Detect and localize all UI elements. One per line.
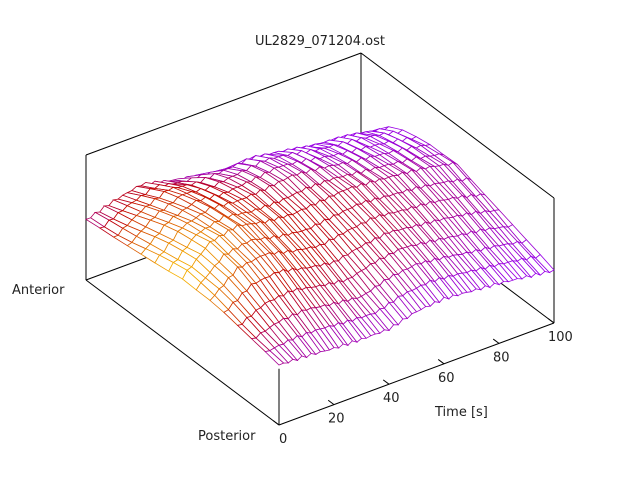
time-tick-label: 80 xyxy=(493,350,510,365)
time-tick-label: 40 xyxy=(383,391,400,406)
box-front-edges xyxy=(85,279,555,426)
time-tick xyxy=(327,399,335,405)
box-edge xyxy=(85,52,362,156)
time-tick xyxy=(492,338,500,344)
surface-cell xyxy=(264,350,285,366)
time-tick-label: 60 xyxy=(438,371,455,386)
box-edge xyxy=(85,279,280,426)
time-tick xyxy=(272,420,280,426)
surface-mesh xyxy=(85,126,555,366)
time-tick-label: 20 xyxy=(328,412,345,427)
chart-title: UL2829_071204.ost xyxy=(255,34,385,49)
time-tick-label: 0 xyxy=(279,432,287,447)
time-axis-line xyxy=(278,322,555,426)
time-axis-label: Time [s] xyxy=(434,405,488,420)
time-tick-label: 100 xyxy=(548,330,573,345)
time-tick xyxy=(547,318,555,324)
time-tick xyxy=(382,379,390,385)
time-axis-ticks: 0 20 40 60 80 100 xyxy=(272,318,573,447)
time-tick xyxy=(437,359,445,365)
posterior-label: Posterior xyxy=(198,429,256,444)
box-edge xyxy=(360,52,555,199)
anterior-label: Anterior xyxy=(12,283,65,298)
